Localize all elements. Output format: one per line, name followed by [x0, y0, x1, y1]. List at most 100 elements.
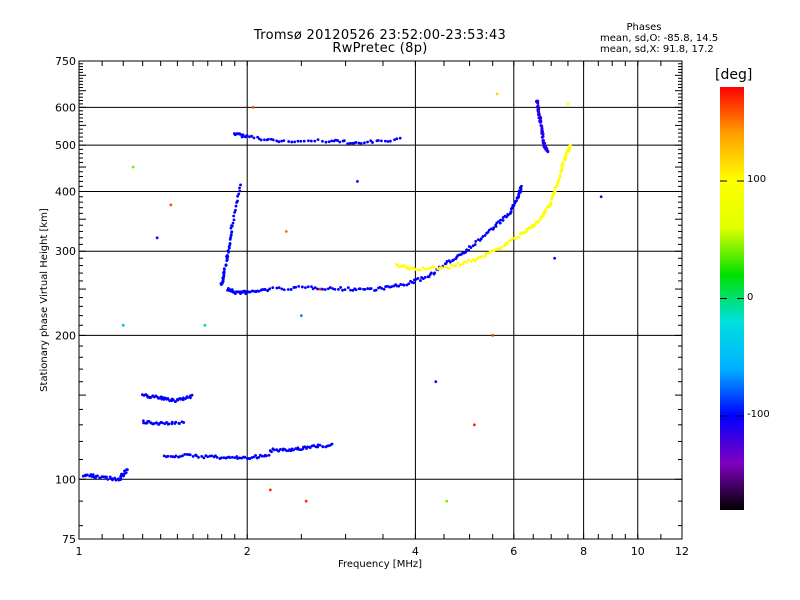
trace-point: [310, 285, 313, 289]
trace-point: [229, 233, 233, 237]
echo-point: [472, 423, 476, 427]
trace-point: [220, 456, 223, 460]
trace-point: [119, 477, 123, 481]
trace-point: [454, 264, 458, 268]
trace-point: [525, 228, 529, 232]
phases-heading: Phases: [626, 22, 662, 33]
trace-point: [313, 286, 317, 290]
trace-point: [306, 445, 310, 449]
trace-point: [174, 454, 178, 458]
chart-title: Tromsø 20120526 23:52:00-23:53:43: [253, 28, 507, 43]
trace-point: [440, 266, 444, 270]
trace-point: [224, 263, 228, 267]
trace-point: [538, 120, 542, 124]
trace-point: [234, 208, 237, 212]
trace-point: [124, 471, 128, 475]
trace-point: [257, 289, 261, 293]
echo-point: [491, 333, 495, 337]
trace-point: [190, 393, 194, 397]
trace-point: [275, 139, 279, 143]
trace-point: [449, 263, 453, 267]
trace-point: [376, 139, 380, 142]
trace-point: [519, 231, 523, 235]
trace-point: [280, 287, 284, 291]
trace-point: [181, 398, 185, 402]
trace-point: [515, 199, 518, 203]
trace-point: [155, 421, 158, 425]
echo-point: [553, 256, 557, 260]
x-tick-label: 10: [631, 545, 645, 558]
trace-point: [245, 134, 249, 138]
trace-point: [383, 139, 387, 143]
trace-point: [474, 240, 478, 243]
colorbar-unit: [deg]: [715, 67, 753, 83]
trace-point: [81, 474, 85, 478]
trace-point: [423, 276, 427, 279]
trace-point: [416, 276, 420, 280]
trace-point: [369, 139, 373, 143]
trace-point: [326, 287, 330, 291]
trace-point: [473, 259, 477, 263]
trace-point: [311, 287, 315, 291]
trace-point: [561, 161, 564, 165]
trace-point: [174, 400, 177, 403]
trace-point: [414, 268, 417, 271]
trace-point: [202, 456, 206, 460]
trace-point: [254, 454, 257, 457]
echo-traces: [81, 99, 572, 482]
trace-point: [380, 139, 383, 143]
trace-point: [222, 456, 226, 460]
trace-point: [230, 455, 234, 459]
trace-point: [248, 290, 252, 294]
scatter-points: [121, 92, 603, 503]
trace-point: [543, 211, 547, 215]
trace-point: [568, 146, 572, 150]
trace-point: [228, 456, 232, 459]
trace-point: [492, 249, 496, 253]
trace-point: [297, 284, 301, 288]
trace-point: [382, 287, 386, 291]
trace-point: [369, 287, 373, 290]
trace-point: [308, 446, 312, 450]
echo-point: [495, 92, 499, 96]
trace-point: [232, 218, 236, 222]
trace-point: [270, 450, 273, 454]
trace-point: [480, 255, 484, 258]
trace-point: [510, 237, 514, 241]
trace-point: [304, 286, 307, 290]
trace-point: [506, 242, 510, 245]
trace-point: [183, 452, 187, 456]
trace-point: [469, 246, 473, 249]
trace-point: [222, 270, 226, 274]
trace-point: [395, 137, 399, 141]
trace-point: [546, 149, 550, 153]
trace-point: [443, 265, 447, 268]
trace-point: [182, 421, 186, 424]
trace-point: [386, 284, 389, 288]
trace-point: [96, 474, 99, 478]
x-tick-label: 6: [510, 545, 517, 558]
trace-point: [248, 135, 251, 139]
trace-point: [321, 139, 324, 143]
trace-point: [277, 140, 281, 144]
trace-point: [464, 250, 468, 254]
trace-point: [445, 260, 449, 263]
x-tick-label: 2: [244, 545, 251, 558]
trace-point: [294, 285, 298, 289]
trace-point: [234, 204, 238, 208]
trace-point: [237, 192, 241, 196]
trace-point: [496, 247, 500, 251]
trace-point: [271, 138, 275, 142]
trace-point: [170, 420, 174, 424]
echo-point: [284, 230, 288, 233]
trace-point: [293, 140, 297, 144]
echo-point: [445, 499, 449, 503]
trace-point: [267, 453, 271, 457]
trace-point: [309, 139, 313, 143]
trace-point: [462, 260, 466, 264]
trace-point: [171, 398, 175, 402]
trace-point: [206, 455, 210, 459]
trace-point: [302, 139, 306, 143]
trace-point: [553, 189, 557, 193]
